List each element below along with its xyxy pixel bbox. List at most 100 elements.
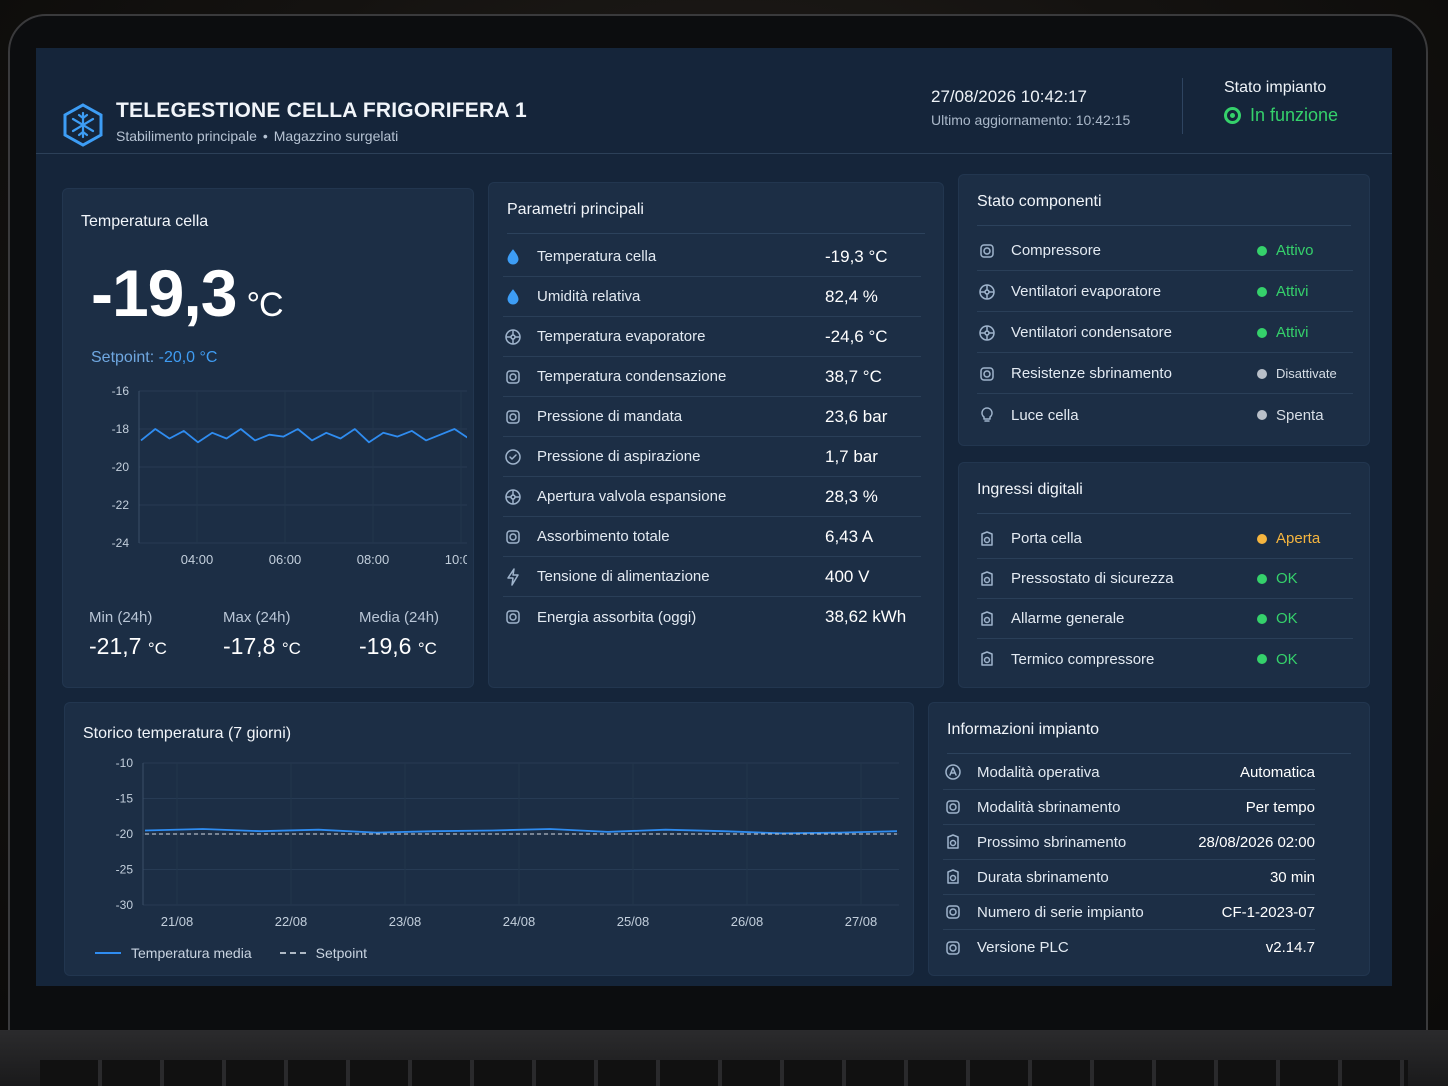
info-value: Automatica <box>1239 763 1315 781</box>
info-value: CF-1-2023-07 <box>1221 903 1315 921</box>
parameter-value: 82,4 % <box>825 286 878 306</box>
info-value: 28/08/2026 02:00 <box>1198 833 1315 851</box>
row-label: Luce cella <box>1011 406 1079 424</box>
stat-min-value: -21,7 °C <box>89 633 167 660</box>
digital-input-row: Pressostato di sicurezza OK <box>977 559 1353 599</box>
x-tick-label: 26/08 <box>731 914 764 929</box>
status-dot <box>1257 654 1267 664</box>
parameter-value: 38,7 °C <box>825 366 882 386</box>
alarm-icon <box>977 609 997 629</box>
condenser-icon <box>503 367 523 387</box>
parameter-row: Temperatura cella -19,3 °C <box>503 237 921 277</box>
stat-avg: Media (24h) -19,6 °C <box>359 609 439 660</box>
status-text: Aperta <box>1276 530 1321 547</box>
parameter-value: 23,6 bar <box>825 406 888 426</box>
row-label: Ventilatori evaporatore <box>1011 283 1162 300</box>
y-tick-label: -25 <box>116 863 134 877</box>
status-dot <box>1257 573 1267 584</box>
parameter-name: Temperatura cella <box>537 248 657 265</box>
setpoint-text: Setpoint: -20,0 °C <box>91 349 217 367</box>
parameter-name: Temperatura evaporatore <box>537 328 706 345</box>
status-badge: OK <box>1257 610 1353 627</box>
status-ok-icon <box>1224 107 1241 124</box>
parameter-value: -24,6 °C <box>825 326 888 346</box>
stat-min: Min (24h) -21,7 °C <box>89 609 167 660</box>
stat-avg-unit: °C <box>417 639 437 658</box>
status-text: Attivo <box>1276 242 1314 259</box>
component-row: Luce cella Spenta <box>977 395 1353 435</box>
temperature-history-card: Storico temperatura (7 giorni) -10 -15 -20… <box>64 702 914 976</box>
calendar-icon <box>943 832 963 852</box>
parameter-row: Temperatura condensazione 38,7 °C <box>503 357 921 397</box>
component-row: Ventilatori condensatore Attivi <box>977 313 1353 353</box>
status-badge: OK <box>1257 570 1353 587</box>
info-value: Per tempo <box>1245 798 1315 816</box>
digital-input-row: Termico compressore OK <box>977 639 1353 679</box>
fan-icon <box>977 323 997 343</box>
x-tick-label: 23/08 <box>389 914 422 929</box>
current-temperature-unit: °C <box>246 286 283 324</box>
plant-status-label: Stato impianto <box>1224 79 1327 96</box>
parameter-name: Pressione di aspirazione <box>537 448 701 465</box>
stat-min-unit: °C <box>147 639 167 658</box>
component-row: Ventilatori evaporatore Attivi <box>977 272 1353 312</box>
door-icon <box>977 529 997 549</box>
status-dot <box>1257 327 1267 338</box>
parameter-name: Assorbimento totale <box>537 528 670 545</box>
header-divider <box>1182 78 1183 134</box>
gauge-check-icon <box>503 447 523 467</box>
info-value: v2.14.7 <box>1265 939 1315 956</box>
status-badge: Aperta <box>1257 530 1353 547</box>
pressure-switch-icon <box>977 569 997 589</box>
last-update-text: Ultimo aggiornamento: 10:42:15 <box>931 112 1131 128</box>
legend-setpoint-swatch <box>279 952 306 954</box>
info-row: Modalità operativa Automatica <box>943 755 1315 790</box>
stat-max-label: Max (24h) <box>223 609 291 626</box>
status-dot <box>1257 613 1267 624</box>
y-tick-label: -22 <box>112 498 130 512</box>
snowflake-logo-icon <box>63 103 103 147</box>
stat-avg-number: -19,6 <box>359 633 412 659</box>
current-temperature: -19,3 °C <box>91 255 284 331</box>
x-tick-label: 10:00 <box>445 552 467 567</box>
y-tick-label: -24 <box>112 536 130 550</box>
y-tick-label: -15 <box>116 792 134 806</box>
components-status-title: Stato componenti <box>977 193 1102 210</box>
defrost-icon <box>943 797 963 817</box>
digital-inputs-title: Ingressi digitali <box>977 481 1083 498</box>
info-row: Prossimo sbrinamento 28/08/2026 02:00 <box>943 825 1315 860</box>
x-tick-label: 22/08 <box>275 914 308 929</box>
info-value: 30 min <box>1269 868 1315 886</box>
dashboard-screen: TELEGESTIONE CELLA FRIGORIFERA 1 Stabili… <box>36 48 1392 986</box>
digital-inputs-card: Ingressi digitali Porta cella Aperta Press… <box>958 462 1370 688</box>
info-row: Versione PLC v2.14.7 <box>943 930 1315 965</box>
x-tick-label: 21/08 <box>161 914 194 929</box>
parameter-value: 1,7 bar <box>825 446 878 466</box>
gauge-icon <box>503 407 523 427</box>
breadcrumb-separator: • <box>262 128 268 144</box>
parameter-row: Pressione di aspirazione 1,7 bar <box>503 437 921 477</box>
row-label: Allarme generale <box>1011 610 1125 627</box>
x-tick-label: 24/08 <box>503 914 536 929</box>
parameter-value: 28,3 % <box>825 486 878 506</box>
status-badge: Spenta <box>1257 407 1353 424</box>
status-badge: Attivo <box>1257 242 1353 259</box>
bulb-icon <box>977 405 997 425</box>
parameter-row: Energia assorbita (oggi) 38,62 kWh <box>503 597 921 637</box>
status-text: OK <box>1276 650 1298 668</box>
info-row: Numero di serie impianto CF-1-2023-07 <box>943 895 1315 930</box>
legend-setpoint-label: Setpoint <box>315 945 367 961</box>
drop-icon <box>503 247 523 267</box>
status-dot <box>1257 245 1267 256</box>
status-dot <box>1257 368 1267 379</box>
row-label: Pressostato di sicurezza <box>1011 570 1174 587</box>
info-row: Durata sbrinamento 30 min <box>943 860 1315 895</box>
info-label: Versione PLC <box>977 939 1069 956</box>
row-label: Termico compressore <box>1011 650 1155 668</box>
temperature-card-title: Temperatura cella <box>81 213 209 230</box>
parameter-name: Energia assorbita (oggi) <box>537 608 697 626</box>
evaporator-icon <box>503 327 523 347</box>
temperature-series-line <box>140 428 467 444</box>
parameter-name: Umidità relativa <box>537 288 641 305</box>
row-label: Ventilatori condensatore <box>1011 324 1172 341</box>
